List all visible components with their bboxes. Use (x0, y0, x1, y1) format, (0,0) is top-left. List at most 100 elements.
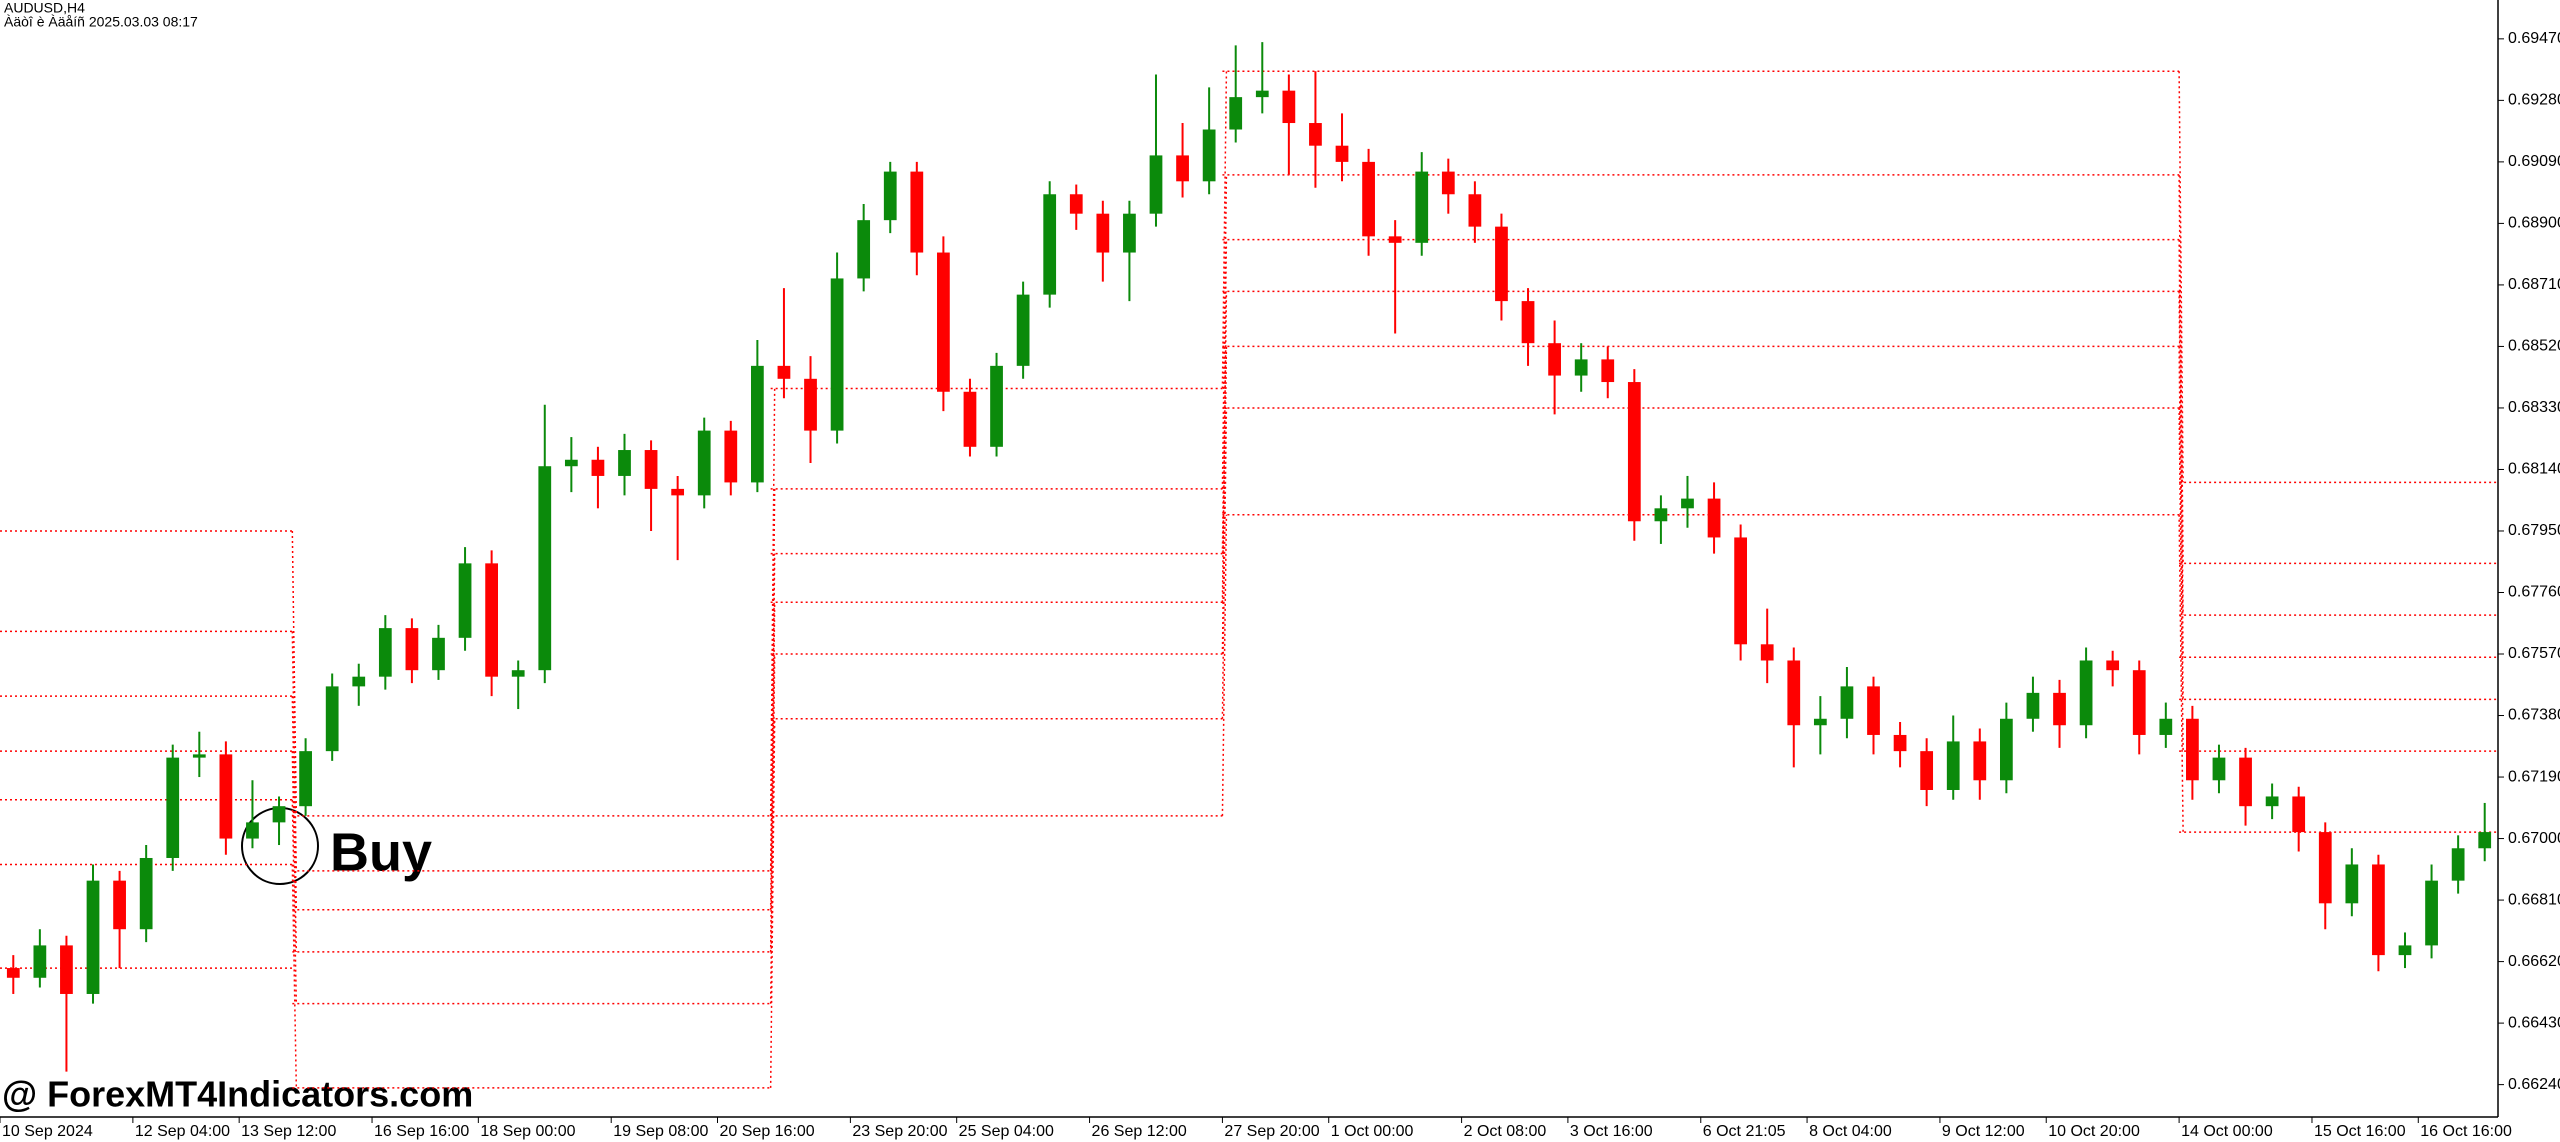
candle-body (1760, 644, 1774, 661)
candle-body (86, 880, 100, 994)
x-tick-label: 1 Oct 00:00 (1331, 1123, 1414, 1140)
candle-body (325, 686, 339, 752)
candle-body (1016, 294, 1030, 366)
candle-body (2451, 848, 2465, 881)
candle-body (485, 563, 499, 677)
level-connector (1221, 514, 1228, 816)
candle-body (1441, 171, 1455, 195)
candle-body (352, 676, 366, 687)
candle-body (1574, 359, 1588, 376)
x-tick-label: 26 Sep 12:00 (1092, 1123, 1187, 1140)
candle-body (618, 450, 631, 476)
candle-body (1415, 171, 1429, 243)
candle-body (33, 945, 47, 978)
candle-body (166, 757, 180, 858)
candle-body (1388, 236, 1402, 243)
candle-body (777, 365, 791, 379)
candle-body (1707, 498, 1721, 538)
candle-body (2239, 757, 2252, 807)
level-connector (769, 654, 776, 1004)
level-connector (1221, 346, 1228, 655)
buy-label: Buy (330, 822, 432, 882)
x-tick-label: 23 Sep 20:00 (852, 1123, 947, 1140)
candle-body (1920, 751, 1934, 790)
candle-body (857, 220, 871, 279)
candle-body (1069, 194, 1083, 214)
candle-body (1202, 129, 1216, 182)
candle-body (378, 628, 392, 677)
x-tick-label: 9 Oct 12:00 (1942, 1123, 2025, 1140)
candle-body (937, 252, 950, 392)
candle-body (2132, 670, 2146, 735)
candle-body (2159, 718, 2173, 735)
candle-body (2079, 660, 2093, 726)
candle-body (1282, 90, 1296, 124)
candle-body (1654, 508, 1668, 522)
candle-body (60, 945, 73, 994)
candle-body (1627, 382, 1641, 522)
candle-body (697, 430, 711, 496)
candle-body (1787, 660, 1801, 726)
candle-body (1468, 194, 1482, 227)
x-tick-label: 16 Oct 16:00 (2420, 1123, 2512, 1140)
candle-body (1999, 718, 2013, 781)
candle-body (1973, 741, 1987, 781)
candle-body (564, 459, 578, 467)
candle-body (1096, 213, 1110, 253)
candle-body (219, 754, 233, 839)
x-tick-label: 27 Sep 20:00 (1224, 1123, 1319, 1140)
candle-body (724, 430, 738, 483)
x-tick-label: 10 Oct 20:00 (2048, 1123, 2140, 1140)
x-tick-label: 2 Oct 08:00 (1464, 1123, 1547, 1140)
candle-body (963, 391, 977, 447)
candle-body (1335, 145, 1349, 162)
candle-body (1123, 213, 1136, 253)
x-tick-label: 20 Sep 16:00 (720, 1123, 815, 1140)
candle-body (113, 880, 126, 930)
level-connector (769, 602, 776, 952)
level-connector (1221, 407, 1228, 719)
x-tick-label: 12 Sep 04:00 (135, 1123, 230, 1140)
candle-body (1601, 359, 1615, 383)
candle-body (511, 670, 525, 677)
candle-body (272, 806, 286, 823)
candle-body (883, 171, 897, 221)
candle-body (2425, 880, 2438, 946)
candle-body (538, 466, 552, 671)
candle-body (1813, 718, 1827, 726)
x-tick-label: 15 Oct 16:00 (2314, 1123, 2406, 1140)
candle-body (2053, 692, 2066, 726)
level-connector (769, 553, 776, 910)
candle-body (1362, 161, 1375, 237)
candle-body (192, 754, 206, 758)
candle-body (1867, 686, 1880, 735)
x-tick-label: 19 Sep 08:00 (613, 1123, 708, 1140)
candle-body (804, 378, 817, 431)
x-tick-label: 10 Sep 2024 (2, 1123, 93, 1140)
x-tick-label: 16 Sep 16:00 (374, 1123, 469, 1140)
subtitle: Àäòî è Àäåíñ 2025.03.03 08:17 (4, 14, 198, 30)
candle-body (671, 488, 685, 496)
x-tick-label: 8 Oct 04:00 (1809, 1123, 1892, 1140)
candle-body (6, 968, 20, 978)
candle-body (1840, 686, 1854, 719)
candle-body (1946, 741, 1960, 790)
x-tick-label: 13 Sep 12:00 (241, 1123, 336, 1140)
candle-body (1521, 301, 1535, 344)
candle-body (458, 563, 472, 638)
candle-body (644, 450, 658, 489)
symbol: AUDUSD,H4 (4, 0, 85, 16)
candle-body (2372, 864, 2385, 956)
candle-body (405, 628, 419, 671)
candle-body (2318, 832, 2332, 904)
x-tick-label: 3 Oct 16:00 (1570, 1123, 1653, 1140)
candle-body (139, 857, 153, 930)
candle-body (2292, 796, 2306, 833)
